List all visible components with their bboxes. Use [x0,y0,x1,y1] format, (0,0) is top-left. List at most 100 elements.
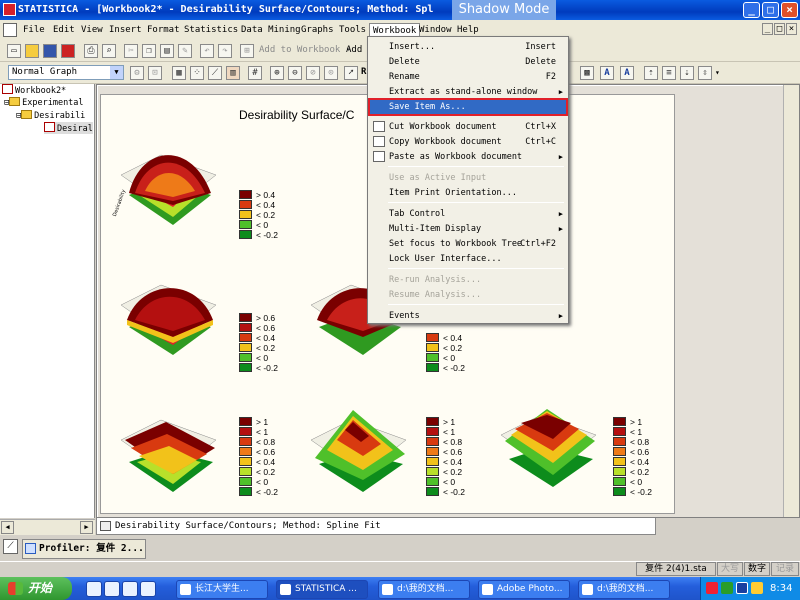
menu-tools[interactable]: Tools [339,25,367,35]
copy-icon[interactable]: ❐ [142,44,156,58]
app-icon[interactable] [3,3,16,16]
surface-plot-f[interactable] [491,395,601,495]
close-button[interactable]: × [781,2,798,18]
menu-file[interactable]: File [23,25,45,35]
zoom-in-icon[interactable]: ⊕ [270,66,284,80]
menu-item-copy-workbook-document[interactable]: Copy Workbook document Ctrl+C [370,135,566,149]
graph-options-icon[interactable]: ⊡ [148,66,162,80]
surface-plot-b[interactable] [111,265,221,365]
toolbar-r-label[interactable]: R [361,67,367,77]
menu-item-multi-item-display[interactable]: Multi-Item Display ▶ [370,222,566,236]
menu-item-item-print-orientation[interactable]: Item Print Orientation... [370,186,566,200]
graph-window-icon[interactable]: ⟋ [3,539,18,554]
menu-insert[interactable]: Insert [109,25,142,35]
add-to-workbook-button[interactable]: Add to Workbook ▾ [259,45,352,55]
tree-node-experimental[interactable]: ⊟ Experimental [4,97,84,108]
taskbar-item[interactable]: Adobe Photo... [478,580,570,599]
menu-edit[interactable]: Edit [53,25,75,35]
taskbar-item[interactable]: 长江大学生... [176,580,268,599]
scroll-left-icon[interactable]: ◀ [1,521,14,534]
graph-type-icon[interactable]: ▦ [172,66,186,80]
tree-scrollbar[interactable]: ◀ ▶ [0,519,95,535]
mdi-restore-button[interactable]: □ [774,23,785,35]
format-painter-icon[interactable]: ✎ [178,44,192,58]
font-shrink-icon[interactable]: A [620,66,634,80]
add-to-workbook-icon[interactable]: ⊞ [240,44,254,58]
align-top-icon[interactable]: ⇡ [644,66,658,80]
menu-item-lock-user-interface[interactable]: Lock User Interface... [370,252,566,266]
mdi-close-button[interactable]: × [786,23,797,35]
paste-icon[interactable]: ▤ [160,44,174,58]
menu-item-events[interactable]: Events ▶ [370,309,566,323]
menu-statistics[interactable]: Statistics [184,25,239,35]
graph-props-icon[interactable]: ⚙ [130,66,144,80]
menu-data-mining[interactable]: Data Mining [241,25,301,35]
menu-item-set-focus-to-workbook-tree[interactable]: Set focus to Workbook Tree Ctrl+F2 [370,237,566,251]
scatter-icon[interactable]: ⁘ [190,66,204,80]
mdi-minimize-button[interactable]: _ [762,23,773,35]
menu-view[interactable]: View [81,25,103,35]
tree-root[interactable]: Workbook2* [2,84,66,96]
menu-item-paste-as-workbook-document[interactable]: Paste as Workbook document ▶ [370,150,566,164]
open-icon[interactable] [25,44,39,58]
line-plot-icon[interactable]: ⟋ [208,66,222,80]
new-icon[interactable]: ▭ [7,44,21,58]
surface-plot-e[interactable] [301,400,411,500]
redo-icon[interactable]: ↷ [218,44,232,58]
ie-icon[interactable] [86,581,102,597]
text-color-icon[interactable]: ▩ [580,66,594,80]
cut-icon[interactable]: ✂ [124,44,138,58]
taskbar-item[interactable]: d:\我的文档... [578,580,670,599]
align-bottom-icon[interactable]: ⇣ [680,66,694,80]
menu-window[interactable]: Window [419,25,452,35]
surface-plot-d[interactable] [111,400,221,500]
taskbar-item[interactable]: STATISTICA ... [276,580,368,599]
grid-icon[interactable]: # [248,66,262,80]
menu-item-delete[interactable]: Delete Delete [370,55,566,69]
menu-graphs[interactable]: Graphs [301,25,334,35]
doc-menu-icon[interactable] [3,23,17,37]
menu-item-re-run-analysis[interactable]: Re-run Analysis... [370,273,566,287]
quicklaunch-app-icon[interactable] [140,581,156,597]
toolbar-overflow-icon[interactable]: ▾ [715,68,720,77]
menu-help[interactable]: Help [457,25,479,35]
menu-item-extract-as-stand-alone-window[interactable]: Extract as stand-alone window ▶ [370,85,566,99]
menu-item-cut-workbook-document[interactable]: Cut Workbook document Ctrl+X [370,120,566,134]
tray-app-icon[interactable] [706,582,718,594]
profiler-button[interactable]: Profiler: 复件 2... [22,539,146,559]
print-preview-icon[interactable]: ⌕ [102,44,116,58]
scroll-right-icon[interactable]: ▶ [80,521,93,534]
menu-item-save-item-as[interactable]: Save Item As... [368,98,568,116]
menu-format[interactable]: Format [147,25,180,35]
show-desktop-icon[interactable] [104,581,120,597]
document-tab[interactable]: Desirability Surface/Contours; Method: S… [96,518,656,535]
save-icon[interactable] [43,44,57,58]
menu-item-tab-control[interactable]: Tab Control ▶ [370,207,566,221]
histogram-icon[interactable]: ▥ [226,66,240,80]
tray-security-icon[interactable] [721,582,733,594]
maximize-button[interactable]: □ [762,2,779,18]
pdf-icon[interactable] [61,44,75,58]
taskbar-item[interactable]: d:\我的文档... [378,580,470,599]
tree-node-desirability-graph[interactable]: Desiral [44,122,93,134]
add-button[interactable]: Add [346,45,363,55]
print-icon[interactable]: ⎙ [84,44,98,58]
tray-shield-icon[interactable] [736,582,748,594]
zoom-reset-icon[interactable]: ⊘ [306,66,320,80]
menu-item-rename[interactable]: Rename F2 [370,70,566,84]
align-middle-icon[interactable]: ≡ [662,66,676,80]
menu-item-resume-analysis[interactable]: Resume Analysis... [370,288,566,302]
point-info-icon[interactable]: ⊙ [324,66,338,80]
media-player-icon[interactable] [122,581,138,597]
tray-volume-icon[interactable] [751,582,763,594]
menu-item-use-as-active-input[interactable]: Use as Active Input [370,171,566,185]
document-scrollbar[interactable] [783,85,799,517]
pointer-icon[interactable]: ➚ [344,66,358,80]
tree-node-desirability-folder[interactable]: ⊟ Desirabili [16,110,86,121]
undo-icon[interactable]: ↶ [200,44,214,58]
surface-plot-a[interactable]: Desirability [111,135,221,235]
distribute-icon[interactable]: ⇳ [698,66,712,80]
font-grow-icon[interactable]: A [600,66,614,80]
zoom-out-icon[interactable]: ⊖ [288,66,302,80]
menu-item-insert[interactable]: Insert... Insert [370,40,566,54]
